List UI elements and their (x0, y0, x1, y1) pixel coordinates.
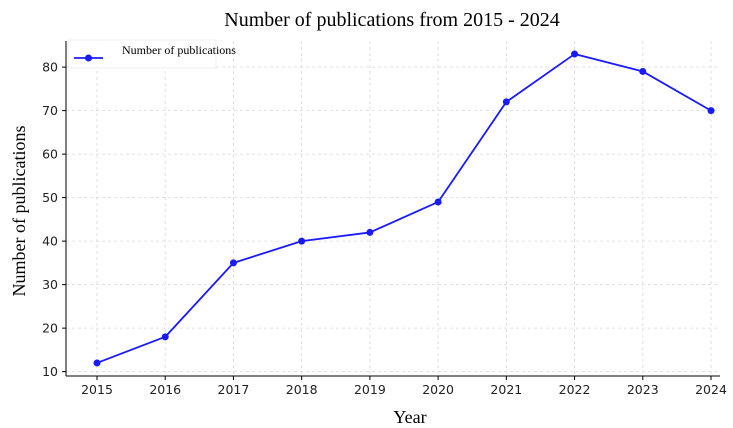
x-tick-label: 2018 (286, 382, 318, 397)
x-tick-label: 2021 (490, 382, 522, 397)
series (93, 50, 715, 367)
legend-marker (85, 54, 92, 62)
y-tick-label: 50 (42, 190, 58, 205)
data-point (707, 107, 715, 115)
series-line (96, 53, 712, 364)
axes (65, 41, 720, 377)
legend-box (67, 39, 217, 69)
data-point (502, 98, 510, 106)
grid (66, 41, 720, 376)
data-point (93, 359, 101, 367)
data-point (161, 333, 169, 341)
y-axis-label: Number of publications (9, 126, 29, 297)
y-tick-label: 10 (42, 364, 58, 379)
x-tick-label: 2022 (559, 382, 591, 397)
ticks: 2015 2016 2017 2018 2019 2020 2021 2022 2023 2024… (42, 60, 727, 397)
legend: Number of publications (67, 39, 236, 69)
x-tick-label: 2017 (218, 382, 250, 397)
y-tick-label: 70 (42, 103, 58, 118)
x-axis-label: Year (393, 407, 426, 427)
y-tick-label: 20 (42, 321, 58, 336)
x-tick-label: 2015 (81, 382, 113, 397)
data-point (366, 228, 374, 236)
chart-title: Number of publications from 2015 - 2024 (224, 9, 560, 31)
y-tick-label: 40 (42, 234, 58, 249)
data-point (229, 259, 237, 267)
y-tick-label: 60 (42, 147, 58, 162)
data-point (434, 198, 442, 206)
x-tick-label: 2016 (149, 382, 181, 397)
x-tick-label: 2023 (627, 382, 659, 397)
legend-label: Number of publications (122, 43, 236, 57)
x-tick-label: 2024 (695, 382, 727, 397)
data-point (639, 67, 647, 75)
y-tick-label: 80 (42, 60, 58, 75)
x-tick-label: 2019 (354, 382, 386, 397)
data-point (571, 50, 579, 58)
data-point (298, 237, 306, 245)
y-tick-label: 30 (42, 277, 58, 292)
x-tick-label: 2020 (422, 382, 454, 397)
